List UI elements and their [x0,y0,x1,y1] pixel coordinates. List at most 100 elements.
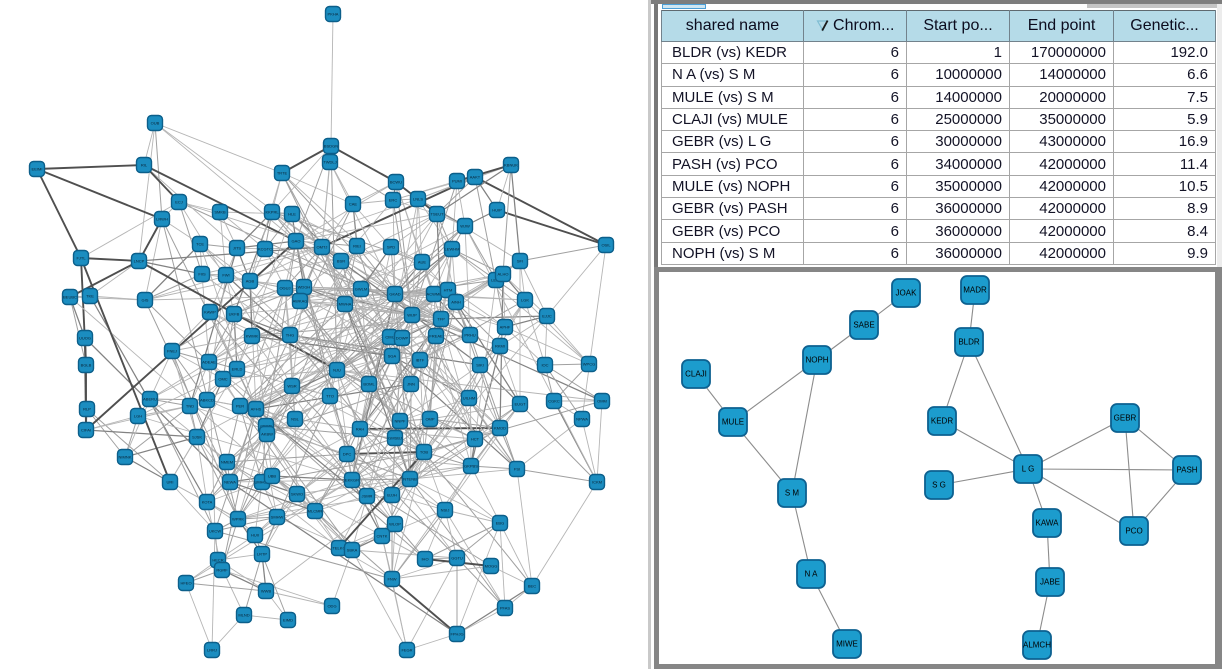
svg-text:NMEM: NMEM [221,460,233,465]
svg-text:CNTK: CNTK [377,534,388,539]
svg-text:KWMK: KWMK [246,334,259,339]
svg-text:FREAE: FREAE [429,334,443,339]
svg-text:NSIJ: NSIJ [441,508,450,513]
svg-text:UUOG: UUOG [79,336,91,341]
svg-text:PER: PER [236,404,244,409]
svg-text:GKPBS: GKPBS [464,464,478,469]
svg-text:PCO: PCO [1125,527,1142,536]
svg-text:NOPH: NOPH [805,356,828,365]
svg-text:TOB: TOB [420,450,428,455]
svg-text:NNPF: NNPF [395,419,406,424]
svg-text:HECR: HECR [212,558,223,563]
svg-text:HUIP: HUIP [492,208,502,213]
svg-text:BOML: BOML [363,382,375,387]
svg-text:FNEJ: FNEJ [167,349,177,354]
svg-text:MOGG: MOGG [485,564,498,569]
svg-text:OUB: OUB [151,121,160,126]
svg-text:THG: THG [286,333,294,338]
svg-text:RGRF: RGRF [216,568,228,573]
svg-text:BGLB: BGLB [81,363,92,368]
svg-text:PASH: PASH [1176,466,1197,475]
svg-text:KOTA: KOTA [202,500,213,505]
svg-text:WIJP: WIJP [407,313,417,318]
svg-text:LNCP: LNCP [134,259,145,264]
svg-text:AINH: AINH [451,300,461,305]
svg-text:SPD: SPD [387,245,395,250]
svg-text:JNN: JNN [407,382,415,387]
svg-text:FSI: FSI [514,467,520,472]
svg-text:NTENB: NTENB [403,477,417,482]
svg-text:SMHW: SMHW [271,515,284,520]
svg-text:SBKA: SBKA [347,548,358,553]
svg-text:DOWP: DOWP [396,336,409,341]
svg-text:CGKC: CGKC [548,399,560,404]
svg-text:BLDR: BLDR [958,338,980,347]
svg-text:TND: TND [186,404,194,409]
svg-text:MLND: MLND [238,613,249,618]
svg-text:OGUJ: OGUJ [279,286,290,291]
svg-text:AKBW: AKBW [261,432,273,437]
svg-text:HUII: HUII [251,533,259,538]
svg-text:AGB: AGB [246,279,255,284]
svg-text:WWB: WWB [261,589,272,594]
svg-text:MLCMR: MLCMR [308,509,323,514]
svg-text:PKHA: PKHA [328,12,339,17]
svg-text:AAKT: AAKT [470,175,481,180]
svg-text:HTM: HTM [444,288,453,293]
svg-text:KCGTC: KCGTC [258,247,272,252]
svg-text:CIFAI: CIFAI [81,428,91,433]
svg-text:FPHJG: FPHJG [450,632,463,637]
svg-text:NIMNK: NIMNK [119,455,132,460]
svg-text:OMP: OMP [425,417,434,422]
svg-text:KMOD: KMOD [494,426,506,431]
svg-text:KKPRL: KKPRL [265,210,279,215]
svg-text:SFI: SFI [517,259,523,264]
svg-text:FJTL: FJTL [76,256,86,261]
svg-text:ERC: ERC [389,198,398,203]
svg-text:TRTE: TRTE [277,171,288,176]
svg-text:NEWA: NEWA [224,480,236,485]
svg-text:MIWE: MIWE [836,640,858,649]
svg-text:BEC: BEC [528,584,536,589]
svg-text:S M: S M [785,489,800,498]
svg-text:EUGT: EUGT [514,402,526,407]
svg-text:LRWH: LRWH [156,217,168,222]
svg-text:HFEO: HFEO [180,581,191,586]
svg-text:MWHA: MWHA [339,302,352,307]
svg-text:JABE: JABE [1040,578,1060,587]
svg-text:PUMI: PUMI [452,179,462,184]
svg-text:CLAJI: CLAJI [685,370,707,379]
svg-text:ODG: ODG [327,604,336,609]
svg-text:GIS: GIS [142,298,149,303]
svg-text:EKKGR: EKKGR [345,478,359,483]
svg-text:TSEUT: TSEUT [430,212,444,217]
svg-text:SABE: SABE [853,321,874,330]
svg-text:RKMI: RKMI [495,344,505,349]
svg-text:KAWA: KAWA [1036,519,1060,528]
svg-text:LRTP: LRTP [257,552,267,557]
svg-text:OMTJ: OMTJ [317,245,328,250]
svg-text:KAWP: KAWP [204,310,216,315]
svg-text:OMC: OMC [218,377,227,382]
svg-text:BCWU: BCWU [390,180,402,185]
svg-text:BSDGN: BSDGN [324,144,338,149]
svg-text:IOC: IOC [541,363,548,368]
svg-text:EEIMI: EEIMI [32,167,43,172]
svg-text:TWDLJ: TWDLJ [323,160,336,165]
svg-text:ERLD: ERLD [232,367,243,372]
svg-text:HLE: HLE [288,212,296,217]
svg-text:FIIS: FIIS [198,272,206,277]
svg-text:ICKM: ICKM [592,480,602,485]
svg-text:GKAD: GKAD [389,292,400,297]
svg-text:WPCG: WPCG [583,362,595,367]
svg-text:TELKG: TELKG [332,546,345,551]
svg-text:GAO: GAO [292,239,301,244]
svg-text:HCT: HCT [471,437,480,442]
svg-text:URI: URI [167,480,174,485]
svg-text:KEDR: KEDR [931,417,953,426]
svg-text:GMSBJ: GMSBJ [388,436,402,441]
svg-text:GEBR: GEBR [1114,414,1137,423]
svg-text:DPC: DPC [343,452,352,457]
svg-text:SMKB: SMKB [214,210,226,215]
svg-text:L G: L G [1022,465,1035,474]
